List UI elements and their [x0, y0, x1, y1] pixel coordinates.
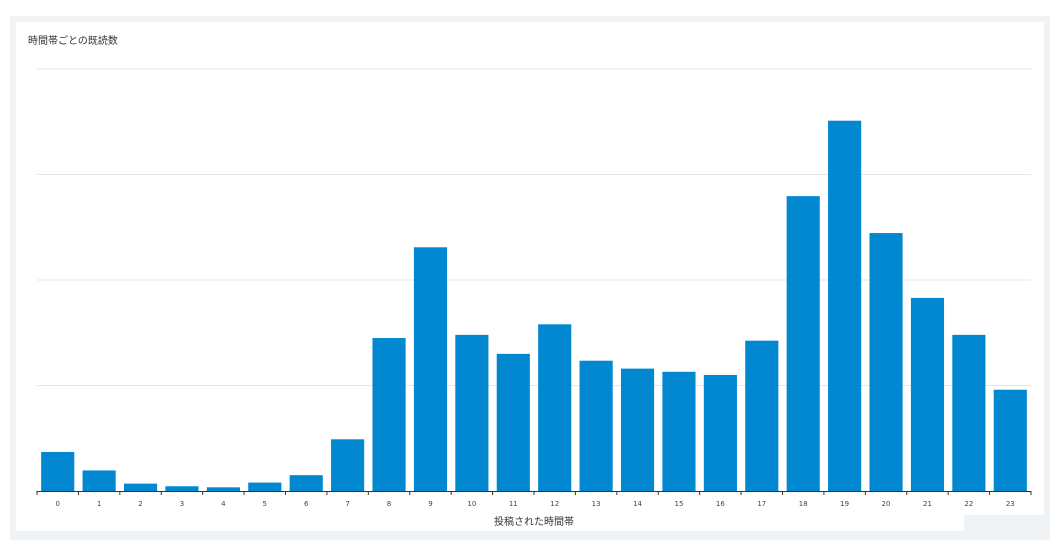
- chart-title: 時間帯ごとの既読数: [28, 36, 118, 47]
- x-tick-label: 12: [550, 500, 559, 508]
- bar: [41, 451, 75, 491]
- bar: [579, 360, 613, 491]
- x-tick-label: 0: [55, 500, 59, 508]
- x-tick-label: 13: [592, 500, 601, 508]
- x-tick-label: 16: [716, 500, 725, 508]
- x-tick-label: 20: [882, 500, 891, 508]
- bar: [248, 482, 282, 491]
- x-tick-label: 7: [345, 500, 349, 508]
- x-tick-label: 3: [180, 500, 184, 508]
- x-tick-label: 4: [221, 500, 226, 508]
- bar: [496, 353, 530, 491]
- bar: [828, 120, 862, 491]
- bar: [331, 439, 365, 491]
- x-tick-label: 1: [97, 500, 101, 508]
- bar: [620, 368, 655, 491]
- x-tick-label: 8: [387, 500, 391, 508]
- bar: [82, 470, 116, 491]
- x-tick-label: 23: [1006, 500, 1015, 508]
- bar: [786, 196, 820, 491]
- bar: [206, 487, 240, 491]
- bar: [993, 389, 1027, 491]
- x-tick-label: 11: [509, 500, 518, 508]
- x-tick-label: 21: [923, 500, 932, 508]
- x-tick-label: 5: [263, 500, 267, 508]
- x-tick-label: 14: [633, 500, 642, 508]
- bar: [745, 340, 779, 491]
- bar: [662, 371, 696, 491]
- bar: [413, 247, 448, 491]
- bar: [165, 486, 199, 491]
- bar: [910, 297, 945, 491]
- x-tick-label: 15: [674, 500, 683, 508]
- x-tick-label: 17: [757, 500, 766, 508]
- bar: [869, 233, 903, 492]
- chart-panel: 時間帯ごとの既読数 0 1 2 3 4 5 6 7 8 9 10 11 12 13 14 15 16 17 18 19…: [16, 22, 1044, 531]
- x-axis-title: 投稿された時間帯: [494, 515, 574, 528]
- x-tick-label: 6: [304, 500, 309, 508]
- bar: [372, 338, 406, 491]
- bar: [455, 334, 489, 491]
- x-tick-label: 2: [138, 500, 142, 508]
- bar-chart: 0 1 2 3 4 5 6 7 8 9 10 11 12 13 14 15 16 17 18 19 20 21 22 23投稿…: [36, 68, 1032, 528]
- x-tick-label: 19: [840, 500, 849, 508]
- x-tick-label: 10: [467, 500, 476, 508]
- x-tick-label: 18: [799, 500, 808, 508]
- bar: [952, 334, 986, 491]
- chart-frame: 時間帯ごとの既読数 0 1 2 3 4 5 6 7 8 9 10 11 12 13 14 15 16 17 18 19…: [10, 16, 1050, 540]
- bar: [123, 483, 158, 491]
- corner-tab: [964, 515, 1044, 531]
- x-tick-label: 22: [964, 500, 973, 508]
- x-tick-label: 9: [428, 500, 432, 508]
- bar: [703, 374, 737, 491]
- bar: [289, 475, 323, 491]
- bar: [538, 324, 572, 491]
